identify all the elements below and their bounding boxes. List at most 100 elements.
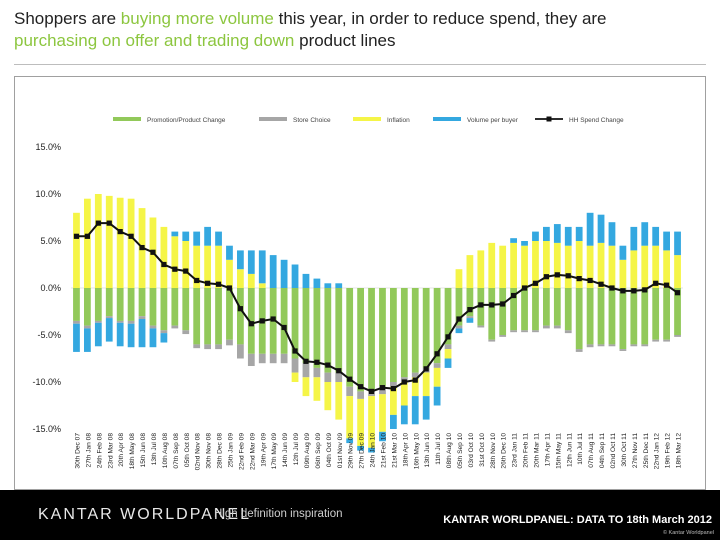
bar-inflation: [291, 372, 299, 382]
footer-bar: KANTAR WORLDPANEL High definition inspir…: [0, 490, 720, 540]
bar-inflation: [368, 396, 375, 448]
bar-volume-per-buyer: [532, 231, 539, 241]
bar-promotion-product-change: [488, 288, 496, 340]
bar-volume-per-buyer: [335, 283, 343, 288]
bar-store-choice: [215, 344, 222, 350]
x-tick-label: 23rd Jan 11: [512, 433, 519, 468]
bar-volume-per-buyer: [247, 250, 255, 274]
spend-decomposition-chart: 15.0% 10.0% 5.0% 0.0% -5.0% -10.0% -15.0% 30th …: [32, 116, 683, 470]
bar-volume-per-buyer: [575, 226, 583, 241]
bar-inflation: [586, 245, 594, 288]
bar-inflation: [532, 241, 539, 288]
bar-promotion-product-change: [280, 288, 288, 354]
bar-store-choice: [269, 353, 277, 364]
bar-volume-per-buyer: [73, 323, 80, 352]
bar-promotion-product-change: [237, 288, 244, 345]
bar-volume-per-buyer: [455, 328, 463, 334]
y-tick-label: 15.0%: [35, 142, 61, 152]
bar-promotion-product-change: [127, 288, 135, 321]
x-tick-label: 02nd Oct 11: [610, 433, 617, 469]
x-tick-label: 17th May 09: [271, 433, 278, 470]
bar-inflation: [127, 198, 135, 288]
bar-store-choice: [641, 344, 649, 347]
x-tick-label: 20th Feb 11: [523, 433, 530, 468]
title-part-1: Shoppers are: [14, 9, 121, 28]
bar-store-choice: [586, 344, 594, 348]
bar-volume-per-buyer: [553, 224, 561, 243]
bar-store-choice: [105, 316, 113, 319]
bar-store-choice: [149, 325, 157, 329]
bar-inflation: [455, 269, 463, 288]
hh-spend-point: [270, 316, 276, 322]
hh-spend-point: [150, 249, 156, 255]
bar-store-choice: [160, 330, 168, 334]
bar-inflation: [215, 245, 222, 288]
bar-inflation: [193, 245, 201, 288]
bar-inflation: [324, 382, 332, 411]
bar-volume-per-buyer: [543, 226, 550, 241]
bar-inflation: [335, 382, 343, 420]
hh-spend-point: [390, 385, 396, 392]
bar-promotion-product-change: [521, 288, 528, 331]
bar-volume-per-buyer: [674, 231, 681, 256]
hh-spend-point: [194, 277, 200, 284]
bar-promotion-product-change: [379, 288, 386, 387]
legend-line-point: [546, 116, 552, 122]
x-tick-label: 21st Mar 10: [391, 433, 398, 468]
title-part-3: this year, in order to reduce spend, the…: [273, 9, 607, 28]
hh-spend-point: [183, 268, 189, 274]
bar-store-choice: [444, 344, 452, 350]
bar-promotion-product-change: [182, 288, 190, 331]
hh-spend-point: [139, 244, 145, 251]
bar-store-choice: [455, 325, 463, 329]
bar-store-choice: [94, 320, 102, 323]
bar-volume-per-buyer: [302, 273, 310, 288]
bar-promotion-product-change: [302, 288, 310, 364]
bar-store-choice: [499, 335, 507, 337]
hh-spend-point: [106, 220, 112, 226]
bar-inflation: [553, 242, 561, 288]
bar-store-choice: [73, 320, 80, 324]
hh-spend-point: [259, 318, 265, 324]
bar-store-choice: [488, 339, 496, 342]
bar-promotion-product-change: [116, 288, 124, 321]
x-tick-label: 18th May 08: [129, 433, 136, 470]
bar-promotion-product-change: [619, 288, 627, 350]
x-tick-label: 22nd Jan 12: [654, 433, 661, 470]
bar-promotion-product-change: [105, 288, 113, 317]
bar-store-choice: [652, 339, 660, 342]
hh-spend-point: [554, 272, 560, 278]
y-tick-label: 10.0%: [35, 189, 61, 199]
hh-spend-point: [368, 388, 375, 394]
bar-volume-per-buyer: [127, 323, 135, 348]
bar-store-choice: [433, 363, 441, 368]
bar-promotion-product-change: [663, 288, 670, 340]
legend-label: Inflation: [387, 117, 410, 124]
y-tick-label: 0.0%: [40, 283, 61, 293]
bar-promotion-product-change: [532, 288, 539, 331]
hh-spend-point: [314, 359, 320, 365]
hh-spend-point: [489, 302, 495, 308]
bar-promotion-product-change: [138, 288, 146, 317]
bar-volume-per-buyer: [138, 319, 146, 348]
bar-promotion-product-change: [215, 288, 222, 345]
hh-spend-point: [500, 301, 506, 307]
title-highlight-1: buying more volume: [120, 9, 274, 28]
bar-volume-per-buyer: [433, 386, 441, 406]
x-tick-label: 04th Sep 11: [599, 433, 606, 468]
x-tick-label: 13th Jul 08: [151, 433, 158, 466]
bar-promotion-product-change: [553, 288, 561, 326]
bar-promotion-product-change: [346, 288, 354, 387]
bar-inflation: [564, 245, 572, 288]
bar-volume-per-buyer: [564, 226, 572, 246]
bar-promotion-product-change: [335, 288, 343, 373]
x-tick-label: 26th Dec 10: [501, 433, 508, 469]
bar-volume-per-buyer: [280, 259, 288, 288]
bar-promotion-product-change: [543, 288, 550, 326]
legend-swatch: [113, 117, 141, 121]
y-tick-label: 5.0%: [40, 236, 61, 246]
x-tick-label: 22nd Feb 09: [238, 433, 245, 470]
bar-store-choice: [630, 344, 638, 347]
x-tick-label: 27th Nov 11: [632, 433, 639, 468]
x-tick-label: 30th Nov 08: [206, 433, 213, 469]
